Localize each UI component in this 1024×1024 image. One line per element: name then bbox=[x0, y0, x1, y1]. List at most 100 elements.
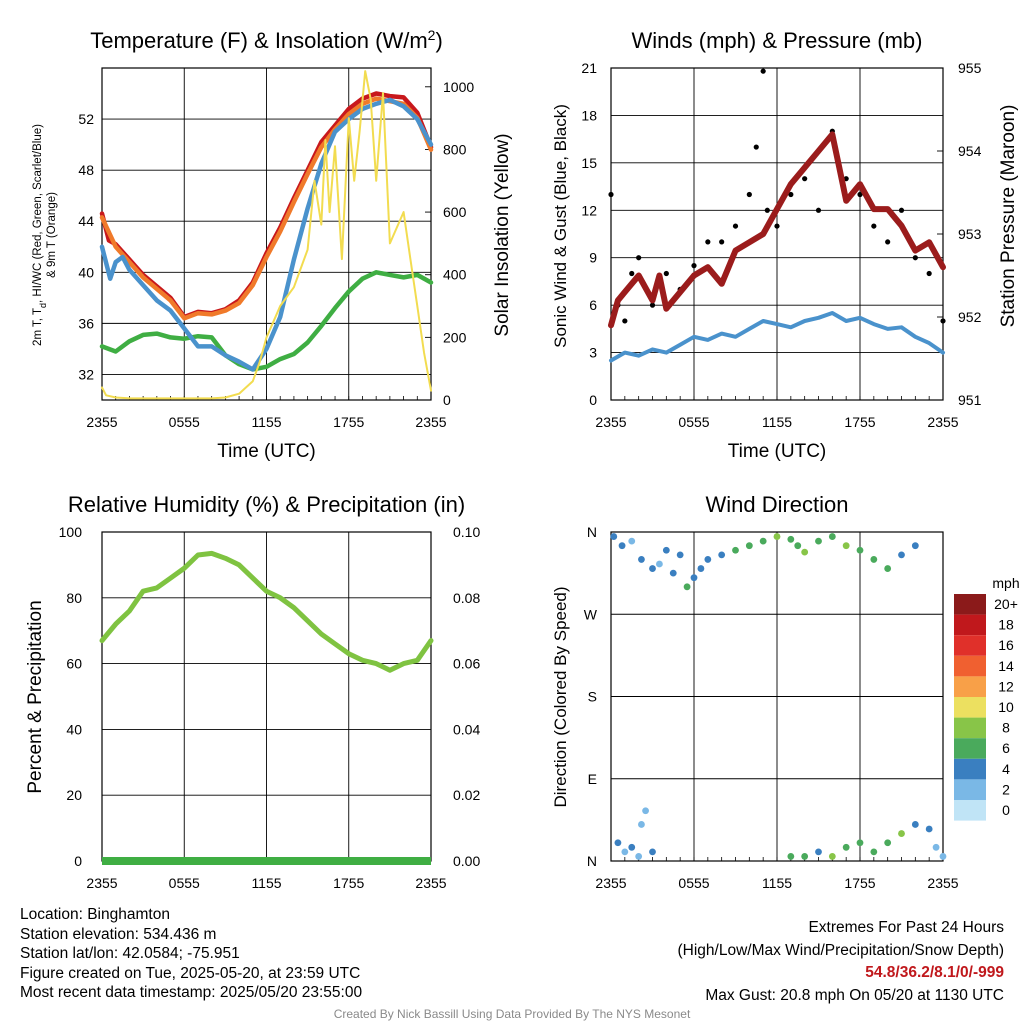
colorbar-swatch bbox=[954, 676, 986, 697]
data-point bbox=[857, 191, 863, 198]
direction-point bbox=[801, 853, 809, 860]
series-line bbox=[101, 70, 432, 400]
data-point bbox=[649, 302, 656, 308]
y-tick-label: 40 bbox=[66, 721, 82, 737]
y-tick-label: 12 bbox=[581, 202, 597, 218]
panel-3: 2355 0555 1155 1755 2355 Relative Humidity (%… bbox=[25, 492, 480, 891]
y-axis-label-2: & 9m T (Orange) bbox=[46, 192, 58, 278]
y-axis-label: Percent & Precipitation bbox=[25, 600, 46, 793]
series-line bbox=[608, 131, 946, 329]
data-point bbox=[691, 263, 697, 269]
chart-title: Wind Direction bbox=[705, 492, 848, 517]
colorbar-label: 12 bbox=[998, 678, 1014, 694]
direction-point bbox=[911, 542, 919, 550]
direction-point bbox=[610, 533, 618, 540]
extremes-subtitle: (High/Low/Max Wind/Precipitation/Snow De… bbox=[677, 941, 1005, 959]
y2-tick-label: 1000 bbox=[443, 79, 474, 95]
direction-point bbox=[856, 546, 864, 554]
extremes-title: Extremes For Past 24 Hours bbox=[808, 919, 1004, 936]
colorbar-swatch bbox=[954, 614, 986, 636]
y-tick-label: 44 bbox=[78, 213, 94, 229]
y-tick-label: 21 bbox=[581, 60, 597, 76]
x-tick-label: 0555 bbox=[678, 875, 709, 891]
data-point bbox=[608, 191, 614, 198]
x-tick-label: 0555 bbox=[169, 875, 200, 891]
direction-point bbox=[621, 848, 629, 856]
series-line bbox=[99, 270, 434, 372]
colorbar-swatch bbox=[954, 738, 986, 759]
data-point bbox=[885, 239, 891, 245]
x-tick-label: 1755 bbox=[333, 414, 364, 430]
y-tick-label: 100 bbox=[59, 524, 83, 540]
direction-point bbox=[932, 843, 940, 851]
y2-tick-label: 600 bbox=[443, 204, 467, 220]
x-tick-label: 2355 bbox=[927, 875, 958, 891]
y2-tick-label: 953 bbox=[958, 226, 982, 242]
direction-point bbox=[801, 548, 809, 556]
y-tick-label: 32 bbox=[78, 366, 94, 382]
y-tick-label: 36 bbox=[78, 315, 94, 331]
y-tick-label: 52 bbox=[78, 111, 94, 127]
colorbar-label: 6 bbox=[1002, 740, 1010, 756]
x-tick-label: 1155 bbox=[762, 875, 792, 891]
data-point bbox=[746, 191, 752, 198]
y-tick-label: 6 bbox=[589, 297, 597, 313]
colorbar-label: 4 bbox=[1002, 761, 1010, 777]
direction-point bbox=[676, 551, 684, 559]
direction-point bbox=[794, 542, 802, 550]
data-point bbox=[753, 144, 759, 150]
chart-title: Temperature (F) & Insolation (W/m2) bbox=[90, 27, 443, 53]
panel-1: 2355 0555 1155 1755 2355 Temperature (F) & In… bbox=[32, 27, 513, 462]
colorbar-swatch bbox=[954, 635, 986, 656]
direction-point bbox=[759, 537, 767, 545]
y2-tick-label: 0.10 bbox=[453, 524, 480, 540]
direction-point bbox=[662, 546, 670, 554]
colorbar-swatch bbox=[954, 697, 986, 718]
panel-2: 2355 0555 1155 1755 2355 Winds (mph) & Pressu… bbox=[551, 28, 1019, 462]
y2-tick-label: 0.04 bbox=[453, 721, 480, 737]
x-tick-label: 1755 bbox=[844, 875, 875, 891]
direction-point bbox=[870, 556, 878, 563]
data-point bbox=[940, 318, 946, 324]
station-elevation: Station elevation: 534.436 m bbox=[20, 925, 217, 943]
direction-point bbox=[718, 551, 726, 559]
direction-point bbox=[773, 533, 781, 540]
direction-point bbox=[656, 560, 663, 568]
data-point bbox=[802, 176, 808, 182]
station-latlon: Station lat/lon: 42.0584; -75.951 bbox=[20, 945, 240, 963]
direction-point bbox=[642, 807, 649, 815]
colorbar-title: mph bbox=[992, 575, 1019, 591]
direction-point bbox=[669, 569, 677, 577]
data-point bbox=[622, 318, 628, 324]
direction-point bbox=[745, 542, 753, 550]
data-point bbox=[732, 223, 739, 229]
y2-tick-label: 951 bbox=[958, 392, 982, 408]
y-tick-label: 15 bbox=[581, 155, 597, 171]
y-tick-label: 48 bbox=[78, 162, 94, 178]
direction-point bbox=[649, 848, 656, 856]
direction-point bbox=[884, 839, 892, 847]
direction-point bbox=[939, 853, 947, 860]
direction-point bbox=[638, 821, 645, 828]
direction-point bbox=[649, 565, 656, 572]
direction-point bbox=[704, 556, 712, 563]
direction-point bbox=[628, 843, 636, 851]
data-point bbox=[774, 223, 780, 229]
y-tick-label: N bbox=[587, 853, 597, 869]
y2-tick-label: 955 bbox=[958, 60, 982, 76]
x-axis-label: Time (UTC) bbox=[728, 441, 827, 462]
station-info: Location: Binghamton Station elevation: … bbox=[20, 905, 362, 1003]
direction-point bbox=[732, 546, 739, 554]
colorbar-swatch bbox=[954, 655, 986, 677]
data-point bbox=[636, 255, 642, 261]
colorbar-swatch bbox=[954, 800, 986, 821]
y-tick-label: W bbox=[584, 606, 598, 622]
direction-point bbox=[898, 551, 905, 559]
y-tick-label: 20 bbox=[66, 787, 82, 803]
colorbar-swatch bbox=[954, 758, 986, 780]
panel-4: 2355 0555 1155 1755 2355 Wind Direction N E S W N D… bbox=[551, 492, 1020, 891]
y2-tick-label: 800 bbox=[443, 141, 467, 157]
y-tick-label: 3 bbox=[589, 345, 597, 361]
direction-point bbox=[898, 830, 905, 837]
